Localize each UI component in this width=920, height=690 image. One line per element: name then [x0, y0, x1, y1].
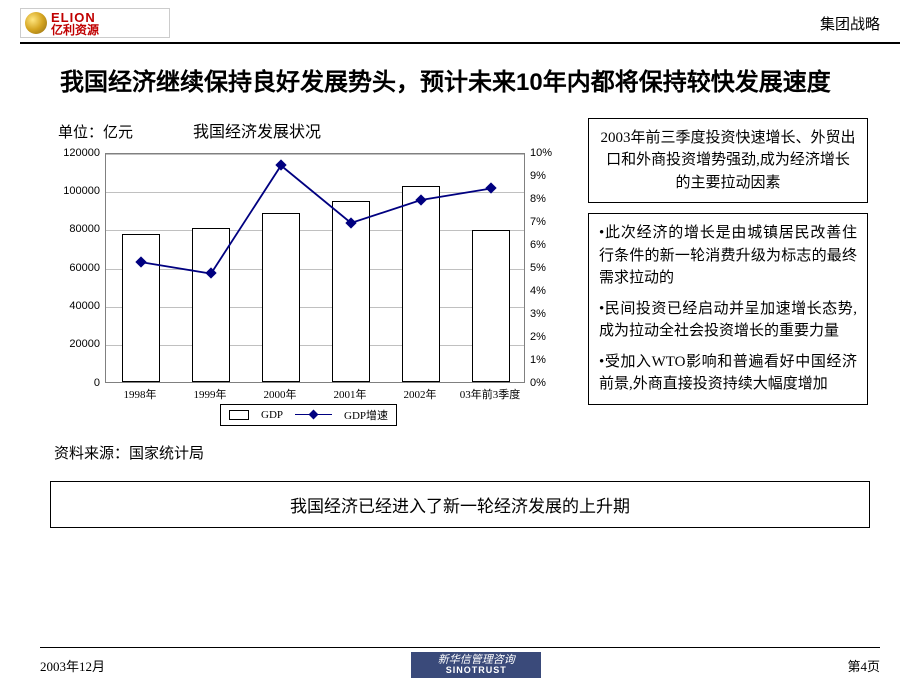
y1-tick-label: 40000	[50, 300, 100, 312]
y2-tick-label: 3%	[530, 308, 560, 320]
y1-tick-label: 20000	[50, 338, 100, 350]
x-tick-label: 2002年	[404, 386, 437, 402]
conclusion-box: 我国经济已经进入了新一轮经济发展的上升期	[50, 481, 870, 528]
footer-page: 第4页	[847, 656, 880, 675]
y2-tick-label: 2%	[530, 331, 560, 343]
x-tick-label: 1998年	[124, 386, 157, 402]
sinotrust-logo: 新华信管理咨询 SINOTRUST	[411, 652, 541, 678]
y2-tick-label: 7%	[530, 216, 560, 228]
chart-zone: 单位：亿元 我国经济发展状况 GDP GDP增速 0 20000 40000 6000…	[50, 118, 570, 463]
y2-tick-label: 4%	[530, 285, 560, 297]
y2-tick-label: 5%	[530, 262, 560, 274]
plot-area	[105, 153, 525, 383]
bullet-item: •受加入WTO影响和普遍看好中国经济前景,外商直接投资持续大幅度增加	[599, 351, 857, 396]
logo-text: ELION 亿利资源	[51, 11, 99, 36]
slide-header: ELION 亿利资源 集团战略	[0, 0, 920, 42]
x-tick-label: 03年前3季度	[460, 386, 521, 402]
chart-title: 我国经济发展状况	[193, 118, 321, 142]
legend-bar-swatch	[229, 410, 249, 420]
logo-english: ELION	[51, 11, 99, 24]
y2-tick-label: 9%	[530, 170, 560, 182]
footer-divider	[40, 647, 880, 648]
sinotrust-en: SINOTRUST	[446, 666, 507, 675]
right-column: 2003年前三季度投资快速增长、外贸出口和外商投资增势强劲,成为经济增长的主要拉…	[588, 118, 868, 463]
y2-tick-label: 1%	[530, 354, 560, 366]
bullet-item: •民间投资已经启动并呈加速增长态势,成为拉动全社会投资增长的重要力量	[599, 298, 857, 343]
chart-unit: 单位：亿元	[58, 121, 133, 142]
header-divider	[20, 42, 900, 44]
logo-icon	[25, 12, 47, 34]
legend-line-label: GDP增速	[344, 407, 388, 423]
logo-chinese: 亿利资源	[51, 24, 99, 36]
elion-logo: ELION 亿利资源	[20, 8, 170, 38]
combo-chart: GDP GDP增速 0 20000 40000 60000 80000 100000 120…	[50, 148, 560, 428]
slide-title: 我国经济继续保持良好发展势头，预计未来10年内都将保持较快发展速度	[60, 66, 860, 100]
y1-tick-label: 100000	[50, 185, 100, 197]
y2-tick-label: 8%	[530, 193, 560, 205]
x-tick-label: 2000年	[264, 386, 297, 402]
content-row: 单位：亿元 我国经济发展状况 GDP GDP增速 0 20000 40000 6000…	[0, 118, 920, 463]
slide-footer: 2003年12月 新华信管理咨询 SINOTRUST 第4页	[0, 647, 920, 678]
y2-tick-label: 0%	[530, 377, 560, 389]
y1-tick-label: 60000	[50, 262, 100, 274]
x-tick-label: 2001年	[334, 386, 367, 402]
chart-header: 单位：亿元 我国经济发展状况	[50, 118, 570, 142]
y1-tick-label: 80000	[50, 223, 100, 235]
chart-source: 资料来源：国家统计局	[50, 442, 570, 463]
summary-box: 2003年前三季度投资快速增长、外贸出口和外商投资增势强劲,成为经济增长的主要拉…	[588, 118, 868, 204]
y2-tick-label: 10%	[530, 147, 560, 159]
chart-legend: GDP GDP增速	[220, 404, 397, 426]
section-label: 集团战略	[820, 13, 880, 34]
legend-line-swatch	[295, 411, 332, 418]
x-tick-label: 1999年	[194, 386, 227, 402]
y2-tick-label: 6%	[530, 239, 560, 251]
y1-tick-label: 0	[50, 377, 100, 389]
bullet-item: •此次经济的增长是由城镇居民改善住行条件的新一轮消费升级为标志的最终需求拉动的	[599, 222, 857, 290]
gdp-growth-line	[106, 154, 524, 382]
bullet-box: •此次经济的增长是由城镇居民改善住行条件的新一轮消费升级为标志的最终需求拉动的 …	[588, 213, 868, 405]
y1-tick-label: 120000	[50, 147, 100, 159]
footer-date: 2003年12月	[40, 656, 105, 675]
legend-bar-label: GDP	[261, 409, 283, 421]
